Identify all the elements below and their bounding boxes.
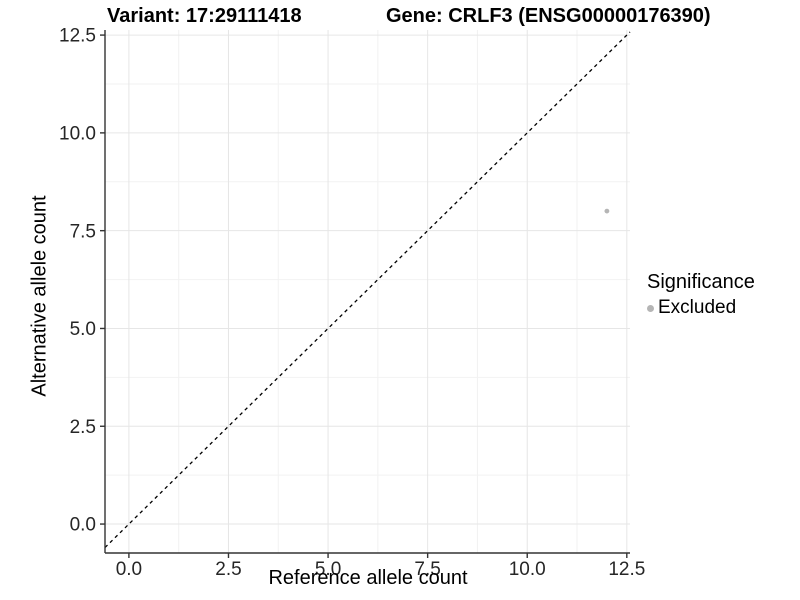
legend: Significance Excluded: [647, 271, 755, 319]
x-axis-title: Reference allele count: [268, 567, 468, 589]
x-tick-label: 5.0: [315, 559, 341, 580]
x-tick-label: 7.5: [414, 559, 440, 580]
y-axis-title: Alternative allele count: [28, 195, 51, 397]
x-tick-label: 10.0: [509, 559, 546, 580]
x-tick-label: 0.0: [116, 559, 142, 580]
y-tick-label: 5.0: [70, 319, 96, 340]
data-point: [604, 208, 610, 214]
plot-title-gene: Gene: CRLF3 (ENSG00000176390): [386, 5, 711, 27]
y-tick-label: 12.5: [59, 26, 96, 47]
x-tick-label: 2.5: [215, 559, 241, 580]
legend-item-label: Excluded: [658, 297, 737, 318]
y-tick-label: 0.0: [70, 515, 96, 536]
legend-item-excluded: Excluded: [647, 297, 755, 319]
y-tick-label: 10.0: [59, 124, 96, 145]
y-tick-label: 2.5: [70, 417, 96, 438]
identity-line: [104, 31, 631, 548]
legend-title: Significance: [647, 271, 755, 293]
y-tick-label: 7.5: [70, 221, 96, 242]
plot-title-variant: Variant: 17:29111418: [107, 5, 302, 27]
legend-marker-circle-icon: [647, 304, 654, 312]
x-tick-label: 12.5: [608, 559, 645, 580]
